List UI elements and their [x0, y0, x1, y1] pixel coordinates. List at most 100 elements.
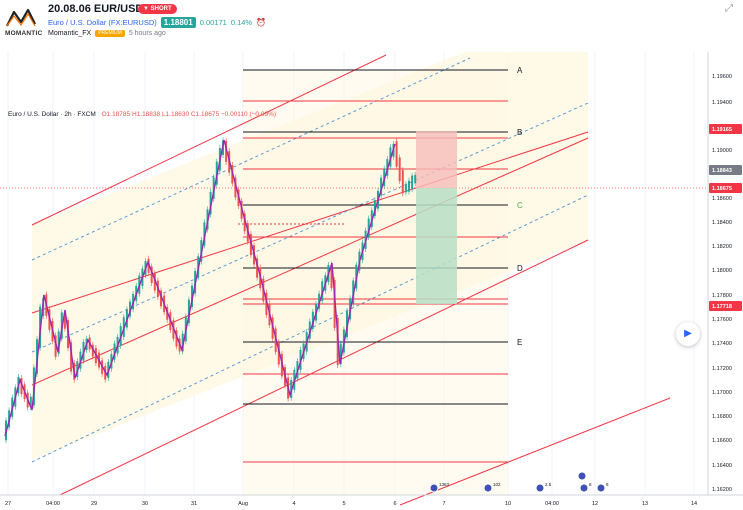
candle-body	[414, 174, 417, 184]
price-label-text: 1.17718	[712, 304, 732, 310]
candle-body	[57, 331, 60, 354]
price-tick: 1.18600	[712, 196, 732, 202]
price-tick: 1.16400	[712, 463, 732, 469]
price-tick: 1.18000	[712, 268, 732, 274]
candle-body	[318, 293, 321, 309]
legend-symbol: Euro / U.S. Dollar · 2h · FXCM	[8, 111, 96, 118]
time-tick: 4	[292, 501, 295, 507]
candle-body	[63, 313, 66, 329]
short-target-zone[interactable]	[416, 188, 457, 304]
candle-body	[277, 342, 280, 365]
candle-body	[129, 301, 131, 317]
fib-zone-fill	[243, 70, 508, 495]
time-tick: 27	[5, 501, 11, 507]
idea-header: MOMANTIC 20.08.06 EUR/USD ▼ SHORT Euro /…	[0, 0, 743, 44]
price-labels: 1.19165 1.18843 1.18675 1.17718	[709, 124, 742, 311]
price-axis[interactable]: 1.19600 1.19400 1.19000 1.18600 1.18400 1.182…	[712, 74, 732, 493]
price-tick: 1.19400	[712, 100, 732, 106]
published-time: 5 hours ago	[128, 30, 166, 37]
economic-event-marker[interactable]: 102	[483, 482, 501, 493]
candle-body	[265, 292, 268, 315]
economic-event-marker[interactable]	[577, 471, 587, 481]
candle-body	[408, 180, 410, 192]
price-label-tag: 1.18675	[709, 183, 742, 193]
candle-body	[249, 234, 252, 256]
candle-body	[308, 321, 311, 339]
candle-body	[411, 175, 414, 190]
candle-body	[175, 330, 178, 347]
economic-event-marker[interactable]: 2.5	[535, 482, 552, 493]
author-name[interactable]: Momantic_FX	[48, 30, 92, 37]
short-stop-zone[interactable]	[416, 131, 457, 188]
price-label-tag: 1.19165	[709, 124, 742, 134]
economic-event-marker[interactable]: 1363	[429, 482, 450, 493]
time-tick: Aug	[238, 501, 248, 507]
chart-area[interactable]: A B C D E 1.19600 1.19400 1.19000 1.18600 1.…	[0, 52, 743, 510]
price-tick: 1.19000	[712, 148, 732, 154]
price-label-tag: 1.17718	[709, 301, 742, 311]
candle-body	[160, 290, 162, 307]
price-tick: 1.16600	[712, 438, 732, 444]
level-d-label: D	[517, 264, 523, 273]
author-row: Momantic_FX PREMIUM 5 hours ago	[48, 30, 166, 37]
price-tick: 1.18400	[712, 220, 732, 226]
candle-body	[191, 285, 193, 308]
candle-body	[181, 333, 184, 352]
candle-body	[234, 177, 237, 198]
time-tick: 30	[142, 501, 148, 507]
close-icon[interactable]: ⤢	[725, 3, 733, 14]
candle-body	[70, 342, 73, 372]
alarm-clock-icon[interactable]: ⏰	[256, 18, 267, 27]
candle-body	[367, 218, 370, 237]
time-tick: 13	[642, 501, 648, 507]
level-c-label: C	[517, 201, 523, 210]
candle-body	[401, 170, 404, 194]
candle-body	[203, 222, 206, 246]
symbol-link[interactable]: Euro / U.S. Dollar (FX:EURUSD)	[48, 18, 157, 27]
candle-body	[380, 177, 383, 196]
idea-title[interactable]: 20.08.06 EUR/USD	[48, 3, 144, 15]
chart-canvas[interactable]: A B C D E 1.196001.194001.190001.186001.…	[0, 52, 743, 510]
price-tick: 1.17200	[712, 366, 732, 372]
momantic-logo-icon	[6, 8, 36, 27]
event-count: 2.5	[545, 482, 552, 487]
event-count: 1363	[439, 482, 450, 487]
level-b-label: B	[517, 128, 522, 137]
play-icon: ▶	[684, 328, 692, 339]
brand-logo[interactable]: MOMANTIC	[3, 6, 42, 38]
candle-body	[150, 266, 153, 283]
candle-body	[256, 258, 259, 278]
time-tick: 14	[691, 501, 697, 507]
price-label-text: 1.18675	[712, 186, 732, 192]
candle-body	[373, 200, 376, 217]
price-tick: 1.16800	[712, 414, 732, 420]
channel-lines	[31, 54, 671, 506]
price-tick: 1.16200	[712, 487, 732, 493]
event-count: 8	[606, 482, 609, 487]
candle-body	[404, 184, 407, 193]
candle-body	[113, 343, 116, 360]
play-replay-button[interactable]: ▶	[676, 322, 700, 346]
price-tick: 1.17000	[712, 390, 732, 396]
elliott-wave	[4, 139, 396, 437]
time-axis[interactable]: 27 04:00 29 30 31 Aug 4 5 6 7 10 04:00 12 13 14	[5, 501, 697, 507]
time-tick: 29	[91, 501, 97, 507]
candle-body	[147, 258, 150, 273]
arrow-down-icon: ▼	[143, 6, 149, 12]
time-tick: 5	[342, 501, 345, 507]
candle-body	[398, 157, 401, 182]
event-markers[interactable]: 1363 102 2.5 8 8	[429, 471, 609, 493]
event-count: 8	[589, 482, 592, 487]
price-tick: 1.19600	[712, 74, 732, 80]
candle-body	[243, 213, 246, 232]
economic-event-marker[interactable]: 8	[596, 482, 609, 493]
premium-badge: PREMIUM	[95, 30, 125, 37]
candle-body	[29, 396, 32, 408]
symbol-row: Euro / U.S. Dollar (FX:EURUSD) 1.18801 0…	[48, 17, 266, 28]
price-change: 0.00171	[199, 18, 227, 27]
candle-body	[330, 264, 333, 289]
candle-body	[225, 140, 228, 162]
time-tick: 6	[393, 501, 396, 507]
economic-event-marker[interactable]: 8	[579, 482, 592, 493]
price-tick: 1.17800	[712, 293, 732, 299]
